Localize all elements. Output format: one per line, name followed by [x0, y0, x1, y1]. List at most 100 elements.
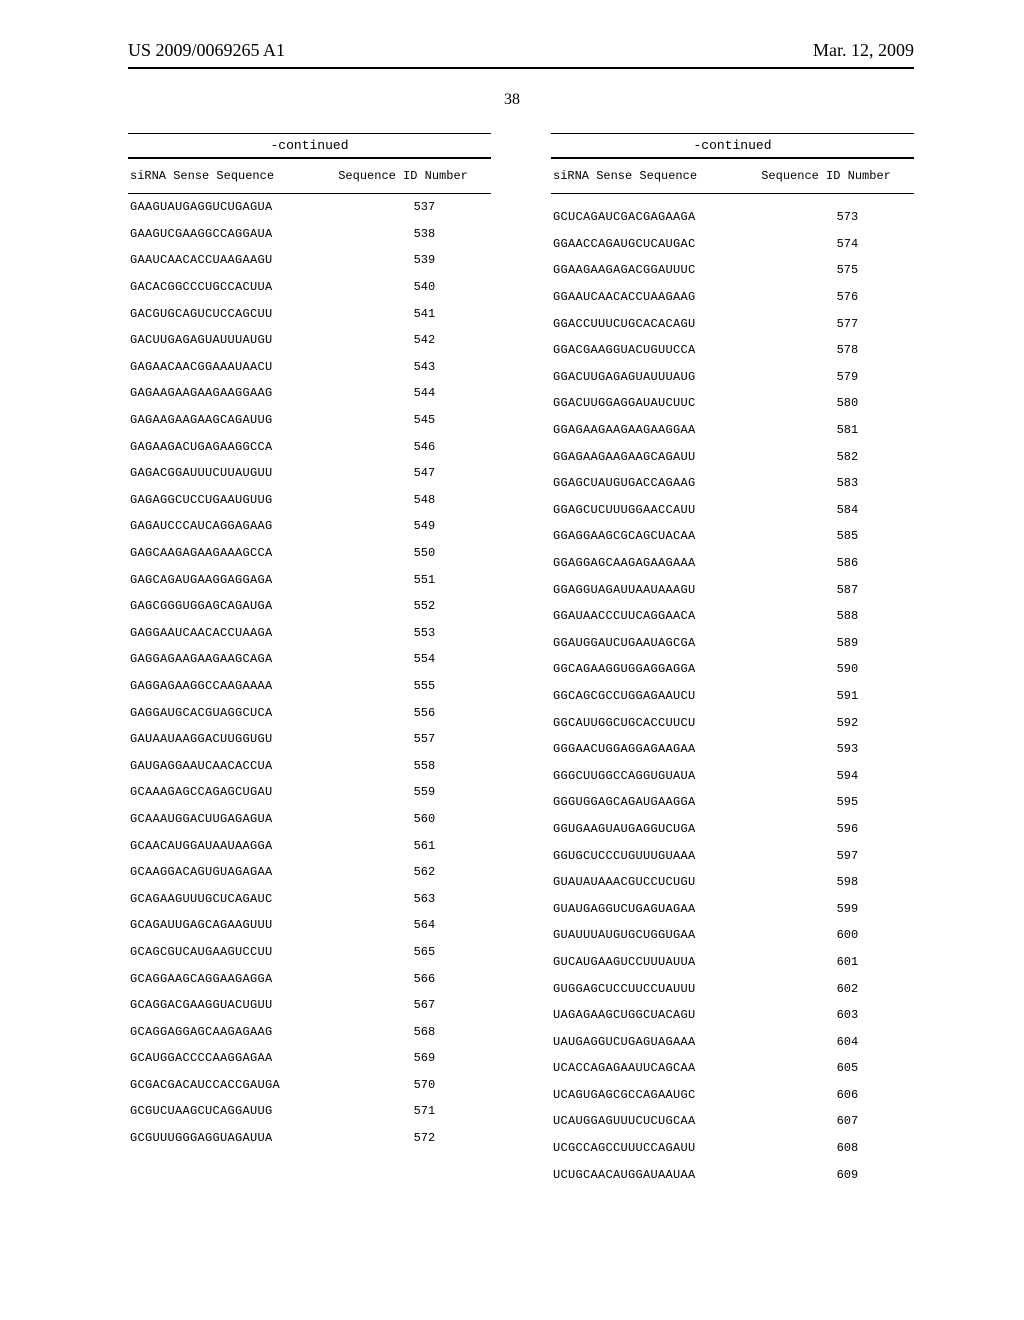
continued-label: -continued	[551, 134, 914, 157]
sequence-cell: UCAGUGAGCGCCAGAAUGC	[553, 1088, 783, 1102]
sequence-cell: GGAGGAAGCGCAGCUACAA	[553, 529, 783, 543]
table-row: GGUGCUCCCUGUUUGUAAA597	[551, 842, 914, 869]
table-row: UCACCAGAGAAUUCAGCAA605	[551, 1055, 914, 1082]
table-row: GAGCGGGUGGAGCAGAUGA552	[128, 593, 491, 620]
sequence-cell: GGAUGGAUCUGAAUAGCGA	[553, 636, 783, 650]
table-row: UCUGCAACAUGGAUAAUAA609	[551, 1161, 914, 1188]
sequence-cell: GAGGAUGCACGUAGGCUCA	[130, 706, 360, 720]
sequence-id-cell: 561	[360, 839, 489, 853]
table-row: GGAGAAGAAGAAGAAGGAA581	[551, 417, 914, 444]
table-row: GAGAGGCUCCUGAAUGUUG548	[128, 487, 491, 514]
sequence-id-cell: 567	[360, 998, 489, 1012]
col-header-sequence: siRNA Sense Sequence	[130, 169, 338, 183]
table-row: GGAGGAAGCGCAGCUACAA585	[551, 523, 914, 550]
sequence-id-cell: 583	[783, 476, 912, 490]
sequence-id-cell: 550	[360, 546, 489, 560]
two-column-layout: -continued siRNA Sense Sequence Sequence…	[0, 133, 1024, 1188]
sequence-cell: GGAGGUAGAUUAAUAAAGU	[553, 583, 783, 597]
sequence-cell: GGACGAAGGUACUGUUCCA	[553, 343, 783, 357]
table-row: GGAGGAGCAAGAGAAGAAA586	[551, 550, 914, 577]
sequence-id-cell: 585	[783, 529, 912, 543]
table-row: GCAAGGACAGUGUAGAGAA562	[128, 859, 491, 886]
table-row: GGUGAAGUAUGAGGUCUGA596	[551, 816, 914, 843]
table-row: GUAUUUAUGUGCUGGUGAA600	[551, 922, 914, 949]
sequence-id-cell: 591	[783, 689, 912, 703]
sequence-id-cell: 580	[783, 396, 912, 410]
sequence-cell: GAUAAUAAGGACUUGGUGU	[130, 732, 360, 746]
sequence-id-cell: 549	[360, 519, 489, 533]
sequence-cell: GAGGAGAAGGCCAAGAAAA	[130, 679, 360, 693]
sequence-cell: GCAGGAGGAGCAAGAGAAG	[130, 1025, 360, 1039]
table-row: GAGAAGAAGAAGCAGAUUG545	[128, 407, 491, 434]
table-row: GGAGAAGAAGAAGCAGAUU582	[551, 443, 914, 470]
sequence-cell: GUAUGAGGUCUGAGUAGAA	[553, 902, 783, 916]
sequence-id-cell: 551	[360, 573, 489, 587]
left-column: -continued siRNA Sense Sequence Sequence…	[128, 133, 491, 1188]
col-header-id: Sequence ID Number	[761, 169, 912, 183]
sequence-cell: GCGACGACAUCCACCGAUGA	[130, 1078, 360, 1092]
sequence-cell: GCAGGAAGCAGGAAGAGGA	[130, 972, 360, 986]
sequence-id-cell: 602	[783, 982, 912, 996]
sequence-id-cell: 584	[783, 503, 912, 517]
table-row: GGAGGUAGAUUAAUAAAGU587	[551, 576, 914, 603]
sequence-id-cell: 556	[360, 706, 489, 720]
table-row: GGGUGGAGCAGAUGAAGGA595	[551, 789, 914, 816]
sequence-cell: UAGAGAAGCUGGCUACAGU	[553, 1008, 783, 1022]
table-row: GGGAACUGGAGGAGAAGAA593	[551, 736, 914, 763]
sequence-cell: GGUGCUCCCUGUUUGUAAA	[553, 849, 783, 863]
sequence-id-cell: 541	[360, 307, 489, 321]
table-row: GGCAUUGGCUGCACCUUCU592	[551, 709, 914, 736]
sequence-id-cell: 604	[783, 1035, 912, 1049]
sequence-id-cell: 594	[783, 769, 912, 783]
table-row: GAAGUCGAAGGCCAGGAUA538	[128, 221, 491, 248]
table-row: GAGAUCCCAUCAGGAGAAG549	[128, 513, 491, 540]
sequence-id-cell: 540	[360, 280, 489, 294]
sequence-cell: GCGUUUGGGAGGUAGAUUA	[130, 1131, 360, 1145]
table-row: UAGAGAAGCUGGCUACAGU603	[551, 1002, 914, 1029]
sequence-cell: GAGCAAGAGAAGAAAGCCA	[130, 546, 360, 560]
sequence-cell: GGGUGGAGCAGAUGAAGGA	[553, 795, 783, 809]
sequence-id-cell: 593	[783, 742, 912, 756]
sequence-id-cell: 581	[783, 423, 912, 437]
sequence-cell: GCAGCGUCAUGAAGUCCUU	[130, 945, 360, 959]
table-row: GGCAGCGCCUGGAGAAUCU591	[551, 683, 914, 710]
table-row: GGAAGAAGAGACGGAUUUC575	[551, 257, 914, 284]
col-header-id: Sequence ID Number	[338, 169, 489, 183]
sequence-cell: GACGUGCAGUCUCCAGCUU	[130, 307, 360, 321]
sequence-cell: GAGCGGGUGGAGCAGAUGA	[130, 599, 360, 613]
sequence-id-cell: 608	[783, 1141, 912, 1155]
sequence-cell: GGAACCAGAUGCUCAUGAC	[553, 237, 783, 251]
table-row: GCAUGGACCCCAAGGAGAA569	[128, 1045, 491, 1072]
page: US 2009/0069265 A1 Mar. 12, 2009 38 -con…	[0, 0, 1024, 1188]
sequence-cell: GCAGGACGAAGGUACUGUU	[130, 998, 360, 1012]
table-row: GGCAGAAGGUGGAGGAGGA590	[551, 656, 914, 683]
sequence-id-cell: 553	[360, 626, 489, 640]
table-row: GAGAAGAAGAAGAAGGAAG544	[128, 380, 491, 407]
sequence-cell: GCAAAUGGACUUGAGAGUA	[130, 812, 360, 826]
sequence-id-cell: 579	[783, 370, 912, 384]
table-row: GCAACAUGGAUAAUAAGGA561	[128, 832, 491, 859]
sequence-id-cell: 575	[783, 263, 912, 277]
table-row: GUGGAGCUCCUUCCUAUUU602	[551, 975, 914, 1002]
table-row: GGACUUGGAGGAUAUCUUC580	[551, 390, 914, 417]
table-row: GGACGAAGGUACUGUUCCA578	[551, 337, 914, 364]
sequence-cell: GAUGAGGAAUCAACACCUA	[130, 759, 360, 773]
sequence-id-cell: 595	[783, 795, 912, 809]
sequence-cell: GAGCAGAUGAAGGAGGAGA	[130, 573, 360, 587]
sequence-cell: GCAGAAGUUUGCUCAGAUC	[130, 892, 360, 906]
table-row: GAGAACAACGGAAAUAACU543	[128, 354, 491, 381]
sequence-id-cell: 573	[783, 210, 912, 224]
sequence-id-cell: 548	[360, 493, 489, 507]
sequence-cell: GAGGAGAAGAAGAAGCAGA	[130, 652, 360, 666]
table-row: GAUGAGGAAUCAACACCUA558	[128, 752, 491, 779]
table-row: GUAUGAGGUCUGAGUAGAA599	[551, 895, 914, 922]
table-row: GAGGAGAAGAAGAAGCAGA554	[128, 646, 491, 673]
sequence-cell: UCGCCAGCCUUUCCAGAUU	[553, 1141, 783, 1155]
table-row: GGGCUUGGCCAGGUGUAUA594	[551, 762, 914, 789]
table-row: GAAGUAUGAGGUCUGAGUA537	[128, 194, 491, 221]
sequence-id-cell: 596	[783, 822, 912, 836]
sequence-id-cell: 547	[360, 466, 489, 480]
sequence-id-cell: 590	[783, 662, 912, 676]
sequence-id-cell: 564	[360, 918, 489, 932]
sequence-id-cell: 574	[783, 237, 912, 251]
